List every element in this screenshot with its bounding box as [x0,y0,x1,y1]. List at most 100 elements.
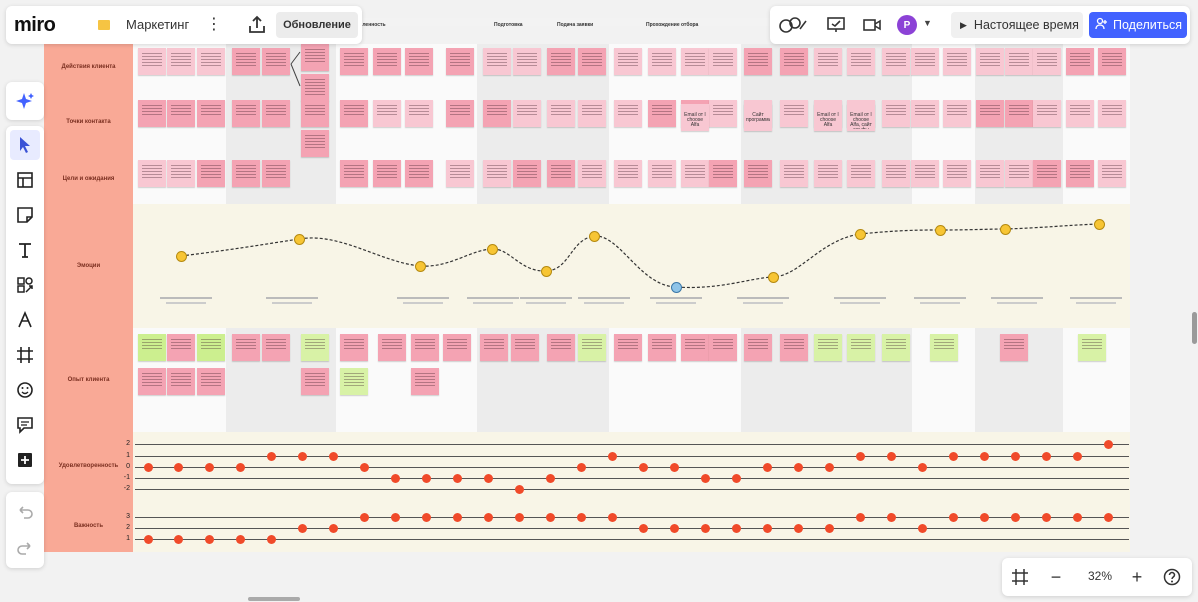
sticky-note[interactable] [262,48,290,75]
sticky-note[interactable] [483,48,511,75]
sticky-note[interactable] [578,334,606,361]
sticky-note[interactable] [480,334,508,361]
reactions-icon[interactable] [778,15,808,35]
sticky-note[interactable] [167,100,195,127]
sticky-note[interactable] [197,48,225,75]
sticky-note[interactable] [405,160,433,187]
sticky-note[interactable] [340,100,368,127]
sticky-note[interactable] [1066,160,1094,187]
video-call-icon[interactable] [862,15,882,35]
sticky-note[interactable] [547,160,575,187]
sticky-note[interactable] [814,334,842,361]
sticky-note[interactable] [1000,334,1028,361]
sticky-note[interactable] [167,334,195,361]
sticky-note[interactable] [411,334,439,361]
sticky-note[interactable] [744,48,772,75]
board-name[interactable]: Маркетинг [126,17,190,32]
vertical-scrollbar[interactable] [1192,312,1197,344]
presentation-icon[interactable] [826,15,846,35]
sticky-note[interactable]: Email от I choose Alfa [681,104,709,131]
sticky-note[interactable] [648,48,676,75]
redo-icon[interactable] [10,532,40,562]
sticky-note[interactable] [1033,160,1061,187]
sticky-note[interactable] [614,100,642,127]
sticky-note[interactable] [232,48,260,75]
sticky-note[interactable] [648,100,676,127]
sticky-note[interactable] [197,334,225,361]
sticky-note[interactable] [340,160,368,187]
sticky-note[interactable] [847,334,875,361]
help-icon[interactable] [1160,565,1184,589]
sticky-note[interactable] [138,48,166,75]
sticky-note[interactable]: Email от I choose Alfa, сайт альфы [847,104,875,131]
sticky-note[interactable] [614,334,642,361]
sticky-note[interactable] [197,368,225,395]
sticky-note[interactable] [882,100,910,127]
sticky-note[interactable] [911,48,939,75]
sticky-note[interactable] [882,48,910,75]
horizontal-scrollbar[interactable] [248,597,300,601]
sticky-note[interactable] [614,160,642,187]
sticky-note[interactable] [446,100,474,127]
miro-logo[interactable]: miro [14,14,56,36]
sticky-note[interactable] [138,368,166,395]
sticky-note[interactable] [709,334,737,361]
sticky-note[interactable] [405,100,433,127]
sticky-note[interactable]: Сайт программы [744,104,772,131]
sticky-note[interactable] [446,160,474,187]
sticky-note[interactable] [547,100,575,127]
sticky-note[interactable] [681,48,709,75]
sticky-note[interactable] [1078,334,1106,361]
sticky-note[interactable] [780,160,808,187]
sticky-note[interactable] [411,368,439,395]
sticky-note[interactable] [1066,48,1094,75]
shapes-icon[interactable] [10,270,40,300]
comment-icon[interactable] [10,410,40,440]
sticky-note[interactable] [232,160,260,187]
sticky-note[interactable] [709,100,737,127]
realtime-button[interactable]: ▶ Настоящее время [951,12,1083,38]
sticky-note[interactable] [483,100,511,127]
sticky-note[interactable] [911,100,939,127]
zoom-in-button[interactable]: + [1131,566,1143,587]
sticky-note[interactable] [301,74,329,101]
sticky-note[interactable] [1033,100,1061,127]
sticky-note[interactable] [648,160,676,187]
sticky-note[interactable] [405,48,433,75]
sticky-note[interactable] [262,100,290,127]
sticky-note[interactable]: Email от I choose Alfa [814,104,842,131]
sticky-note[interactable] [614,48,642,75]
select-cursor-icon[interactable] [10,130,40,160]
sticky-note[interactable] [232,334,260,361]
sticky-note[interactable] [301,130,329,157]
text-tool-icon[interactable] [10,235,40,265]
sticky-note[interactable] [138,334,166,361]
sticky-note[interactable] [373,160,401,187]
sticky-note[interactable] [513,160,541,187]
sticky-note[interactable] [167,368,195,395]
sticky-note[interactable] [930,334,958,361]
zoom-level[interactable]: 32% [1087,569,1113,583]
sticky-note[interactable] [814,48,842,75]
sticky-note[interactable] [709,48,737,75]
templates-icon[interactable] [10,165,40,195]
sticky-note[interactable] [547,48,575,75]
sticky-note[interactable] [1005,160,1033,187]
sticky-note[interactable] [301,368,329,395]
sticky-note[interactable] [882,334,910,361]
fit-to-screen-icon[interactable] [1008,565,1032,589]
sticky-note[interactable] [709,160,737,187]
sticky-note[interactable] [744,334,772,361]
sticky-note[interactable] [378,334,406,361]
sticky-note[interactable] [232,100,260,127]
zoom-out-button[interactable]: − [1050,566,1062,587]
sticky-note[interactable] [138,100,166,127]
sticky-note[interactable] [943,160,971,187]
sticky-note[interactable] [513,100,541,127]
sticky-note[interactable] [1098,48,1126,75]
sticky-note-icon[interactable] [10,200,40,230]
sticky-note[interactable] [943,100,971,127]
sticky-note[interactable] [446,48,474,75]
sticky-note[interactable] [1005,100,1033,127]
